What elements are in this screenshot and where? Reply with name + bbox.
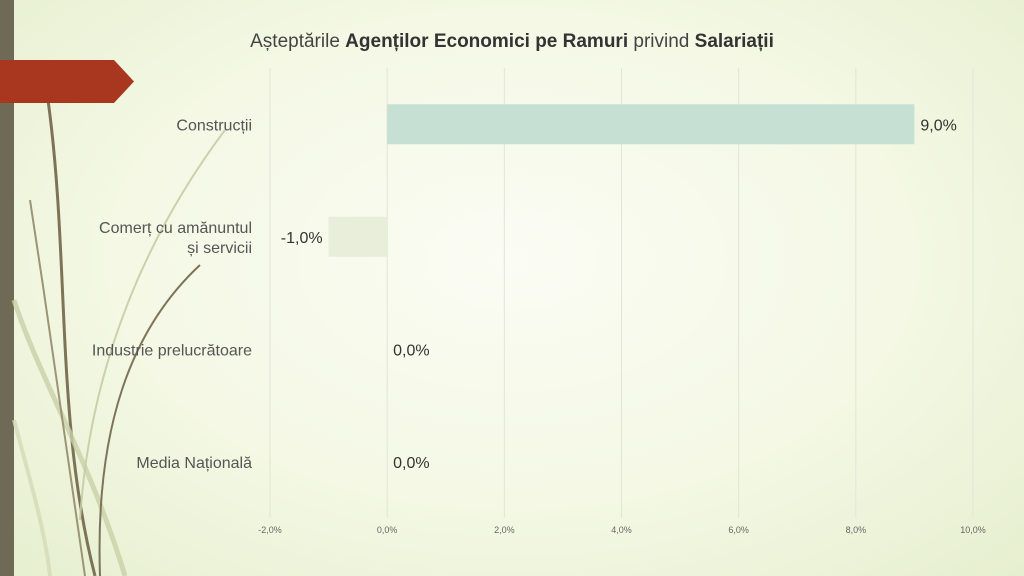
data-label: 0,0% (393, 342, 429, 359)
category-label-line: Construcții (176, 117, 252, 134)
x-tick-label: 10,0% (960, 525, 986, 535)
category-label: Media Națională (136, 455, 252, 472)
category-label: Industrie prelucrătoare (92, 342, 252, 359)
category-label-line: Media Națională (136, 455, 252, 472)
data-label: 9,0% (920, 117, 956, 134)
slide-left-strip (0, 0, 14, 576)
data-label: 0,0% (393, 455, 429, 472)
x-tick-label: 0,0% (377, 525, 398, 535)
category-label-line: și servicii (187, 240, 252, 257)
x-tick-label: 4,0% (611, 525, 632, 535)
x-tick-label: 8,0% (846, 525, 867, 535)
category-label-line: Industrie prelucrătoare (92, 342, 252, 359)
title-part-bold: Agenților Economici pe Ramuri (345, 31, 629, 52)
data-label: -1,0% (281, 230, 323, 247)
title-part: privind (628, 31, 695, 52)
x-tick-label: 6,0% (728, 525, 749, 535)
category-label: Construcții (176, 117, 252, 134)
arrow-tab-decoration (0, 60, 134, 103)
bar (387, 104, 915, 145)
category-label: Comerț cu amănuntul și servicii (99, 220, 252, 257)
title-part: Așteptările (250, 31, 346, 52)
chart-title: Așteptările Agenților Economici pe Ramur… (0, 31, 1024, 53)
x-tick-label: -2,0% (258, 525, 282, 535)
bar (328, 216, 388, 257)
x-tick-label: 2,0% (494, 525, 515, 535)
category-label-line: Comerț cu amănuntul (99, 220, 252, 237)
title-part-bold: Salariații (694, 31, 774, 52)
